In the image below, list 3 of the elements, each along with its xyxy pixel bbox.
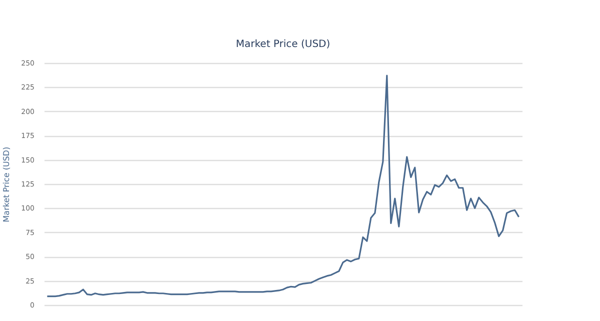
chart-title: Market Price (USD) [236,39,330,50]
line-series [46,74,520,298]
y-axis-title: Market Price (USD) [2,146,12,222]
